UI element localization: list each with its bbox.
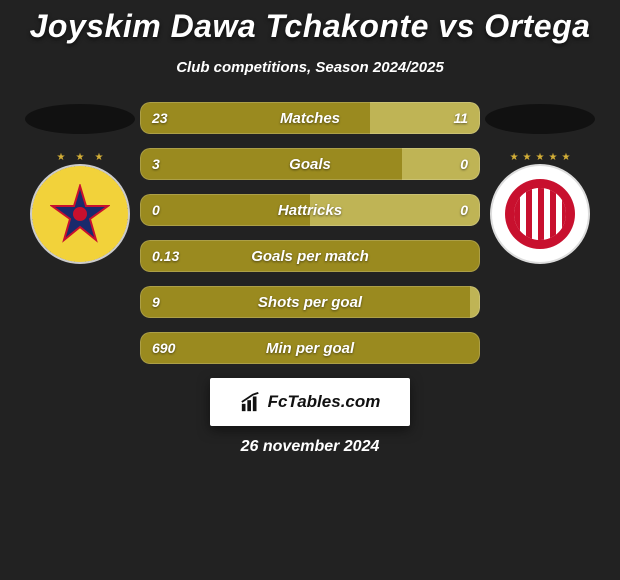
left-side: ★ ★ ★ [20,102,140,264]
page-title: Joyskim Dawa Tchakonte vs Ortega [0,0,620,45]
stat-row: 0Hattricks0 [140,194,480,226]
stat-right-value: 0 [460,202,468,218]
badge-stripes [514,188,566,240]
star-icon: ★ [561,152,570,163]
comparison-panel: ★ ★ ★ 23Matches113Goals00Hattricks00.13G… [0,102,620,364]
stat-label: Matches [140,110,480,127]
right-side: ★ ★ ★ ★ ★ [480,102,600,264]
left-team-badge: ★ ★ ★ [30,164,130,264]
stat-row: 23Matches11 [140,102,480,134]
badge-stars: ★ ★ ★ ★ ★ [510,152,571,163]
brand-badge: FcTables.com [210,378,410,426]
stat-right-value: 0 [460,156,468,172]
left-player-silhouette [25,104,135,134]
stat-bars: 23Matches113Goals00Hattricks00.13Goals p… [140,102,480,364]
star-icon: ★ [523,152,532,163]
stat-label: Shots per goal [140,294,480,311]
stat-right-value: 11 [453,110,468,126]
date-text: 26 november 2024 [0,438,620,456]
badge-star-icon [50,184,110,244]
star-icon: ★ [94,152,103,163]
stat-label: Goals [140,156,480,173]
star-icon: ★ [536,152,545,163]
stat-label: Hattricks [140,202,480,219]
stat-label: Goals per match [140,248,480,265]
brand-text: FcTables.com [268,392,381,412]
badge-stars: ★ ★ ★ [57,152,104,163]
right-player-silhouette [485,104,595,134]
stat-row: 9Shots per goal [140,286,480,318]
subtitle: Club competitions, Season 2024/2025 [0,59,620,76]
brand-chart-icon [240,391,262,413]
star-icon: ★ [76,152,85,163]
star-icon: ★ [548,152,557,163]
stat-row: 0.13Goals per match [140,240,480,272]
right-team-badge: ★ ★ ★ ★ ★ [490,164,590,264]
star-icon: ★ [510,152,519,163]
stat-row: 3Goals0 [140,148,480,180]
stat-label: Min per goal [140,340,480,357]
star-icon: ★ [57,152,66,163]
stat-row: 690Min per goal [140,332,480,364]
